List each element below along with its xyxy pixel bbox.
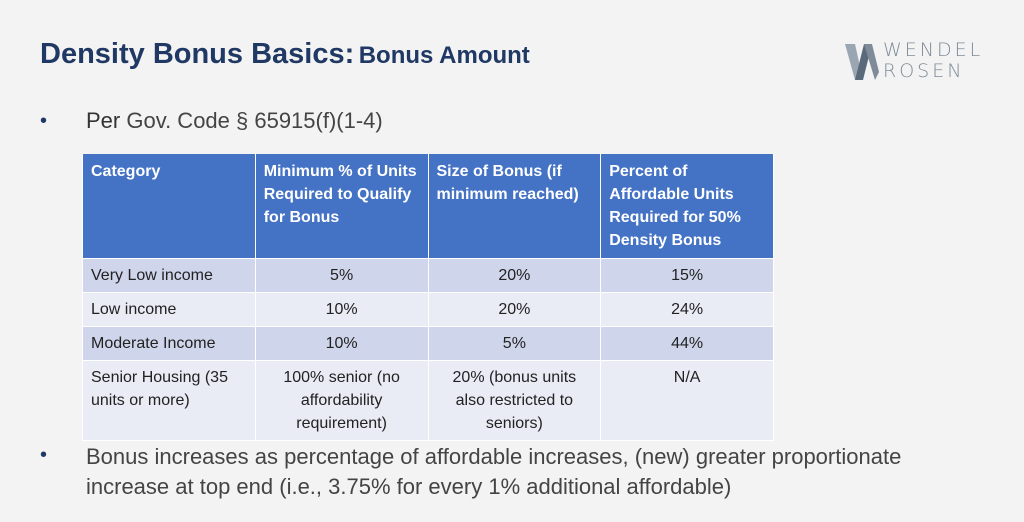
title-sub: Bonus Amount [358, 42, 530, 69]
cell: 20% [427, 258, 602, 293]
title-main: Density Bonus Basics: [40, 38, 355, 70]
slide-title: Density Bonus Basics: Bonus Amount [40, 38, 530, 71]
table-row: Moderate Income 10% 5% 44% [82, 326, 774, 361]
bullet-code-reference: Per Gov. Code § 65915(f)(1-4) [86, 108, 383, 134]
cell: Low income [82, 292, 256, 327]
cell: 10% [254, 326, 429, 361]
wendel-rosen-logo: WENDEL ROSEN [845, 39, 995, 82]
table-header-row: Category Minimum % of Units Required to … [82, 154, 774, 259]
logo-w-mark-icon [845, 44, 879, 80]
logo-line1: WENDEL [883, 39, 984, 61]
cell: N/A [600, 360, 774, 441]
bullet-code-text: Gov. Code § 65915(f)(1-4) [120, 108, 383, 133]
cell: Senior Housing (35 units or more) [82, 360, 256, 441]
cell: 5% [254, 258, 429, 293]
bullet-prefix: Per [86, 108, 121, 133]
table-row: Very Low income 5% 20% 15% [82, 258, 774, 293]
cell: Very Low income [82, 258, 256, 293]
logo-line2: ROSEN [883, 60, 965, 82]
header-bonus-size: Size of Bonus (if minimum reached) [427, 154, 602, 259]
cell: 10% [254, 292, 429, 327]
cell: 20% [427, 292, 602, 327]
bullet-bonus-increase: Bonus increases as percentage of afforda… [86, 444, 902, 499]
header-percent-affordable: Percent of Affordable Units Required for… [600, 154, 774, 259]
header-category: Category [82, 154, 256, 259]
cell: 20% (bonus units also restricted to seni… [427, 360, 602, 441]
cell: 100% senior (no affordability requiremen… [254, 360, 429, 441]
cell: 15% [600, 258, 774, 293]
table-row: Low income 10% 20% 24% [82, 292, 774, 327]
cell: 5% [427, 326, 602, 361]
bonus-table: Category Minimum % of Units Required to … [82, 154, 774, 441]
header-minimum: Minimum % of Units Required to Qualify f… [254, 154, 429, 259]
table-row: Senior Housing (35 units or more) 100% s… [82, 360, 774, 441]
bullet-dot-2: • [40, 444, 48, 466]
cell: 24% [600, 292, 774, 327]
cell: 44% [600, 326, 774, 361]
bullet-dot-1: • [40, 110, 48, 132]
cell: Moderate Income [82, 326, 256, 361]
